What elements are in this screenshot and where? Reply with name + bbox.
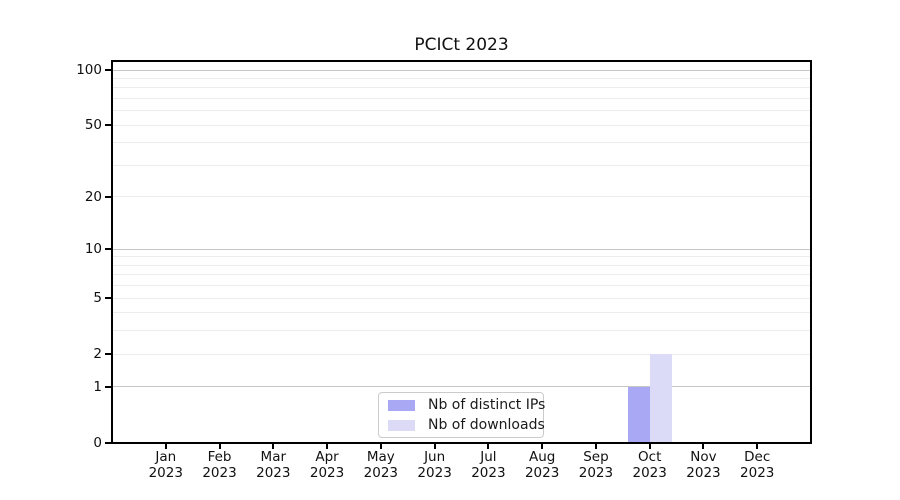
y-tick-mark <box>105 442 112 444</box>
legend-label-distinct-ips: Nb of distinct IPs <box>428 397 546 413</box>
minor-gridline <box>112 312 811 314</box>
x-tick-mark <box>756 443 759 449</box>
plot-background <box>112 61 811 443</box>
y-tick-label: 100 <box>76 62 102 78</box>
y-tick-mark <box>105 297 112 300</box>
minor-gridline <box>112 353 811 355</box>
major-gridline <box>112 386 811 388</box>
y-tick-label: 0 <box>93 435 102 451</box>
x-tick-label-jul: Jul 2023 <box>471 449 506 481</box>
y-tick-label: 20 <box>84 188 102 205</box>
minor-gridline <box>112 297 811 299</box>
minor-gridline <box>112 164 811 166</box>
minor-gridline <box>112 330 811 332</box>
x-tick-label-jun: Jun 2023 <box>417 449 452 481</box>
major-gridline <box>112 248 811 250</box>
bar-nb-of-downloads <box>649 354 672 443</box>
chart-title: PCICt 2023 <box>414 35 509 55</box>
y-tick-mark <box>105 248 112 251</box>
x-tick-mark <box>433 443 436 449</box>
legend-item-downloads: Nb of downloads <box>388 417 545 433</box>
x-tick-mark <box>379 443 382 449</box>
major-gridline <box>112 69 811 71</box>
x-tick-label-mar: Mar 2023 <box>256 449 291 481</box>
x-tick-label-oct: Oct 2023 <box>632 449 667 481</box>
legend-item-distinct-ips: Nb of distinct IPs <box>388 397 546 413</box>
x-tick-label-sep: Sep 2023 <box>578 449 614 481</box>
minor-gridline <box>112 274 811 276</box>
y-tick-label: 5 <box>93 290 102 307</box>
legend: Nb of distinct IPs Nb of downloads <box>378 392 546 438</box>
y-tick-mark <box>105 124 112 127</box>
y-tick-label: 2 <box>93 346 102 363</box>
x-tick-label-nov: Nov 2023 <box>686 449 721 481</box>
x-tick-label-feb: Feb 2023 <box>202 449 237 481</box>
x-tick-mark <box>487 443 490 449</box>
minor-gridline <box>112 110 811 112</box>
minor-gridline <box>112 256 811 258</box>
x-tick-mark <box>648 443 651 449</box>
minor-gridline <box>112 264 811 266</box>
minor-gridline <box>112 124 811 126</box>
x-tick-mark <box>541 443 544 449</box>
gridlines-layer <box>112 61 811 443</box>
legend-swatch-distinct-ips <box>388 399 415 411</box>
legend-label-downloads: Nb of downloads <box>428 417 545 433</box>
x-tick-mark <box>164 443 167 449</box>
x-tick-mark <box>702 443 705 449</box>
x-tick-label-jan: Jan 2023 <box>148 449 183 481</box>
legend-swatch-downloads <box>388 419 415 431</box>
y-tick-label: 1 <box>93 378 102 395</box>
minor-gridline <box>112 285 811 287</box>
x-tick-label-may: May 2023 <box>363 449 399 481</box>
y-tick-label: 10 <box>84 241 102 258</box>
y-tick-label: 50 <box>84 117 102 134</box>
minor-gridline <box>112 142 811 144</box>
y-tick-mark <box>105 195 112 198</box>
x-tick-mark <box>594 443 597 449</box>
x-tick-mark <box>218 443 221 449</box>
minor-gridline <box>112 196 811 198</box>
bars-layer <box>112 61 811 443</box>
minor-gridline <box>112 97 811 99</box>
minor-gridline <box>112 87 811 89</box>
x-tick-label-apr: Apr 2023 <box>309 449 345 481</box>
bar-nb-of-distinct-ips <box>627 386 650 443</box>
x-tick-mark <box>326 443 329 449</box>
x-tick-label-aug: Aug 2023 <box>524 449 560 481</box>
y-tick-mark <box>105 353 112 356</box>
y-tick-mark <box>105 385 112 388</box>
x-tick-label-dec: Dec 2023 <box>740 449 775 481</box>
y-tick-mark <box>105 69 112 71</box>
minor-gridline <box>112 77 811 79</box>
x-tick-mark <box>272 443 275 449</box>
